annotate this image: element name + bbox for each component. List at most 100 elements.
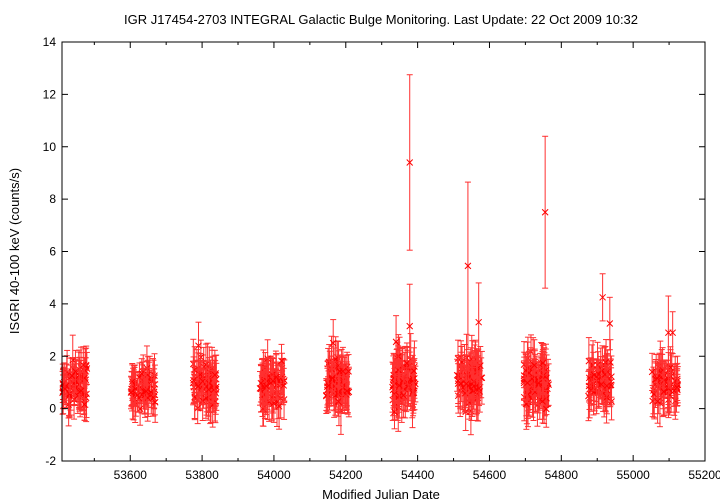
point-marker xyxy=(268,371,276,378)
data-point xyxy=(142,373,150,410)
point-marker xyxy=(202,361,210,369)
data-point xyxy=(345,354,352,389)
point-marker xyxy=(541,208,549,216)
point-marker xyxy=(190,376,197,384)
data-point xyxy=(391,394,398,430)
point-marker xyxy=(263,377,271,385)
data-point xyxy=(535,361,543,405)
data-point xyxy=(541,135,549,289)
point-marker xyxy=(277,375,284,382)
data-point xyxy=(150,368,158,410)
point-marker xyxy=(68,372,76,380)
data-point xyxy=(339,346,347,396)
data-point xyxy=(194,370,202,403)
data-point xyxy=(461,374,469,413)
point-marker xyxy=(669,329,677,337)
point-marker xyxy=(280,382,288,389)
point-marker xyxy=(211,371,219,379)
x-tick-label: 53600 xyxy=(114,468,148,482)
x-tick-label: 55000 xyxy=(616,468,650,482)
x-tick-label: 54400 xyxy=(401,468,435,482)
point-marker xyxy=(403,359,411,367)
point-marker xyxy=(457,380,465,388)
data-point xyxy=(603,364,611,408)
point-marker xyxy=(135,394,143,402)
data-point xyxy=(257,363,265,403)
data-point xyxy=(410,347,418,395)
data-point xyxy=(392,315,400,369)
data-point xyxy=(195,321,202,370)
data-point xyxy=(269,362,277,400)
data-point xyxy=(210,366,218,413)
point-marker xyxy=(79,361,87,369)
point-marker xyxy=(391,390,398,398)
point-marker xyxy=(142,388,150,395)
point-marker xyxy=(343,387,351,395)
point-marker xyxy=(138,370,146,378)
point-marker xyxy=(475,318,483,326)
point-marker xyxy=(660,388,668,395)
point-marker xyxy=(275,402,283,410)
point-marker xyxy=(202,394,210,402)
data-point xyxy=(77,371,85,410)
point-marker xyxy=(77,387,85,395)
point-marker xyxy=(256,384,264,392)
point-marker xyxy=(673,383,681,391)
data-point xyxy=(475,282,483,362)
point-marker xyxy=(194,382,202,390)
data-point xyxy=(403,347,411,380)
point-marker xyxy=(400,391,407,399)
data-point xyxy=(79,346,87,384)
point-marker xyxy=(654,374,661,382)
data-point xyxy=(61,372,69,405)
point-marker xyxy=(334,398,342,405)
point-marker xyxy=(144,371,151,379)
point-marker xyxy=(593,373,601,381)
point-marker xyxy=(524,379,531,387)
point-marker xyxy=(599,293,606,301)
y-axis-label: ISGRI 40-100 keV (counts/s) xyxy=(7,168,22,334)
data-point xyxy=(463,366,470,402)
data-point xyxy=(128,364,136,399)
point-marker xyxy=(535,379,543,387)
point-marker xyxy=(81,374,88,382)
y-tick-label: 10 xyxy=(43,140,57,154)
chart-title: IGR J17454-2703 INTEGRAL Galactic Bulge … xyxy=(124,12,638,27)
point-marker xyxy=(654,397,661,405)
data-point xyxy=(590,358,598,392)
data-point xyxy=(127,375,135,410)
data-point xyxy=(597,364,605,405)
point-marker xyxy=(590,371,598,379)
point-marker xyxy=(531,388,539,396)
x-tick-label: 54000 xyxy=(257,468,291,482)
x-tick-label: 54600 xyxy=(473,468,507,482)
point-marker xyxy=(454,377,462,385)
point-marker xyxy=(531,361,538,369)
data-point xyxy=(336,354,344,388)
data-point xyxy=(134,378,141,413)
point-marker xyxy=(660,376,668,384)
data-point xyxy=(68,357,76,394)
point-marker xyxy=(272,373,280,381)
point-marker xyxy=(329,374,336,382)
data-point xyxy=(475,370,483,407)
point-marker xyxy=(406,322,414,330)
y-tick-label: 2 xyxy=(49,349,56,363)
data-point xyxy=(72,349,79,393)
data-point xyxy=(587,368,595,412)
point-marker xyxy=(648,368,656,376)
data-point xyxy=(534,362,542,398)
point-marker xyxy=(599,367,606,374)
data-point xyxy=(406,283,414,369)
y-tick-label: 6 xyxy=(49,245,56,259)
x-axis-label: Modified Julian Date xyxy=(322,487,440,502)
point-marker xyxy=(72,368,79,375)
point-marker xyxy=(391,408,398,416)
data-point xyxy=(669,311,677,355)
y-tick-label: 0 xyxy=(49,402,56,416)
data-point xyxy=(524,362,531,403)
data-point xyxy=(599,345,606,396)
point-marker xyxy=(587,386,595,394)
point-marker xyxy=(542,405,550,413)
